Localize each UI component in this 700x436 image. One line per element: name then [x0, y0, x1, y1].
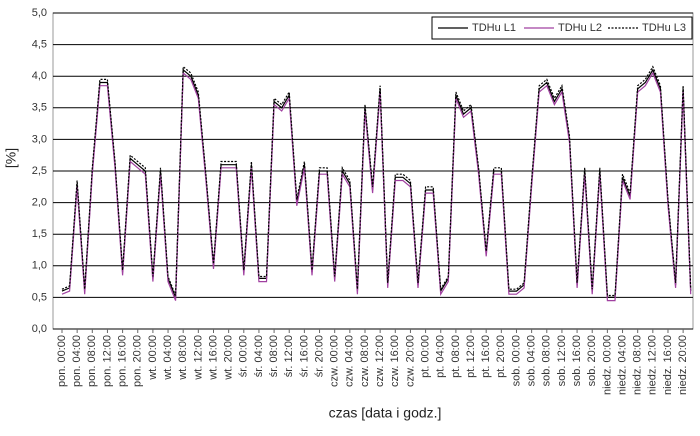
x-tick-label: niedz. 00:00	[601, 335, 613, 395]
x-tick-label: śr. 04:00	[253, 335, 265, 377]
y-tick-label: 4,5	[32, 39, 47, 51]
x-tick-label: niedz. 20:00	[677, 335, 689, 395]
x-tick-label: sob. 04:00	[526, 335, 538, 386]
x-tick-label: sob. 16:00	[571, 335, 583, 386]
y-axis-label: [%]	[3, 148, 19, 168]
x-tick-label: śr. 08:00	[268, 335, 280, 377]
legend-box	[431, 16, 693, 40]
x-tick-label: śr. 16:00	[298, 335, 310, 377]
y-tick-label: 1,0	[32, 260, 47, 272]
x-tick-label: pon. 04:00	[71, 335, 83, 387]
x-tick-label: sob. 08:00	[541, 335, 553, 386]
x-tick-label: czw. 04:00	[344, 335, 356, 387]
y-tick-label: 5,0	[32, 7, 47, 19]
x-tick-label: czw. 08:00	[359, 335, 371, 387]
y-tick-label: 3,0	[32, 133, 47, 145]
x-tick-label: pon. 00:00	[56, 335, 68, 387]
x-tick-label: pt. 20:00	[495, 335, 507, 378]
x-tick-label: niedz. 04:00	[616, 335, 628, 395]
x-tick-label: pt. 04:00	[435, 335, 447, 378]
legend-label: TDHu L1	[472, 22, 516, 34]
x-tick-label: sob. 00:00	[510, 335, 522, 386]
x-tick-label: niedz. 12:00	[647, 335, 659, 395]
x-axis-label: czas [data i godz.]	[329, 405, 442, 421]
y-tick-label: 2,0	[32, 197, 47, 209]
x-tick-label: śr. 00:00	[238, 335, 250, 377]
x-tick-label: wt. 08:00	[177, 335, 189, 381]
x-tick-label: śr. 20:00	[313, 335, 325, 377]
x-tick-label: pon. 20:00	[132, 335, 144, 387]
x-tick-label: czw. 00:00	[329, 335, 341, 387]
x-tick-label: niedz. 16:00	[662, 335, 674, 395]
x-tick-label: pon. 16:00	[117, 335, 129, 387]
y-tick-label: 1,5	[32, 228, 47, 240]
y-tick-label: 4,0	[32, 70, 47, 82]
x-tick-label: wt. 00:00	[147, 335, 159, 381]
x-tick-label: wt. 20:00	[223, 335, 235, 381]
y-tick-label: 3,5	[32, 102, 47, 114]
x-tick-label: śr. 12:00	[283, 335, 295, 377]
y-tick-label: 0,5	[32, 291, 47, 303]
x-tick-label: wt. 12:00	[192, 335, 204, 381]
x-tick-label: wt. 16:00	[207, 335, 219, 381]
legend-label: TDHu L3	[642, 22, 686, 34]
y-tick-label: 2,5	[32, 165, 47, 177]
x-tick-label: pt. 16:00	[480, 335, 492, 378]
x-tick-label: pt. 00:00	[419, 335, 431, 378]
x-tick-label: wt. 04:00	[162, 335, 174, 381]
x-tick-label: pon. 12:00	[101, 335, 113, 387]
x-tick-label: czw. 16:00	[389, 335, 401, 387]
x-tick-label: czw. 20:00	[404, 335, 416, 387]
x-tick-label: pon. 08:00	[86, 335, 98, 387]
x-tick-label: pt. 08:00	[450, 335, 462, 378]
series-line	[61, 65, 692, 297]
x-tick-label: niedz. 08:00	[632, 335, 644, 395]
y-tick-label: 0,0	[32, 323, 47, 335]
x-tick-label: pt. 12:00	[465, 335, 477, 378]
legend-label: TDHu L2	[558, 22, 602, 34]
x-tick-label: sob. 12:00	[556, 335, 568, 386]
x-tick-label: czw. 12:00	[374, 335, 386, 387]
x-tick-label: sob. 20:00	[586, 335, 598, 386]
